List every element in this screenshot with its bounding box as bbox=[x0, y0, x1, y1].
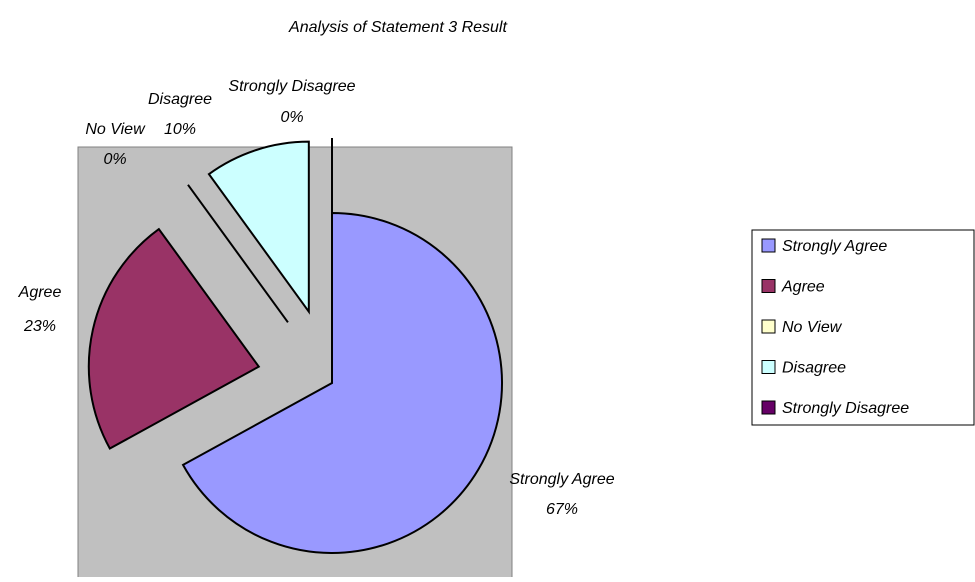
legend-label: Strongly Disagree bbox=[782, 400, 909, 417]
pie-slice bbox=[181, 211, 503, 554]
legend-swatch bbox=[761, 400, 776, 415]
legend-swatch bbox=[761, 360, 776, 374]
slice-value-label: 23% bbox=[23, 318, 56, 335]
pie-slice bbox=[207, 140, 310, 315]
legend-swatch bbox=[761, 319, 776, 334]
pie-slice bbox=[187, 184, 289, 323]
chart-title: Analysis of Statement 3 Result bbox=[288, 19, 507, 36]
slice-label: Strongly Agree bbox=[509, 471, 614, 488]
slice-label: No View bbox=[85, 121, 146, 138]
legend-swatch bbox=[761, 238, 776, 253]
slice-label: Agree bbox=[18, 284, 62, 301]
slice-value-label: 0% bbox=[103, 151, 126, 168]
slice-value-label: 10% bbox=[164, 121, 196, 138]
legend-label: Strongly Agree bbox=[782, 238, 887, 255]
pie-slice bbox=[87, 227, 261, 450]
legend-swatch bbox=[761, 279, 776, 293]
legend-label: Disagree bbox=[782, 360, 846, 377]
legend-label: Agree bbox=[781, 279, 825, 296]
slice-label: Disagree bbox=[148, 91, 212, 108]
legend-label: No View bbox=[782, 319, 843, 336]
legend-box bbox=[751, 229, 975, 426]
slice-label: Strongly Disagree bbox=[228, 78, 355, 95]
slice-value-label: 0% bbox=[280, 109, 303, 126]
slice-value-label: 67% bbox=[546, 501, 578, 518]
